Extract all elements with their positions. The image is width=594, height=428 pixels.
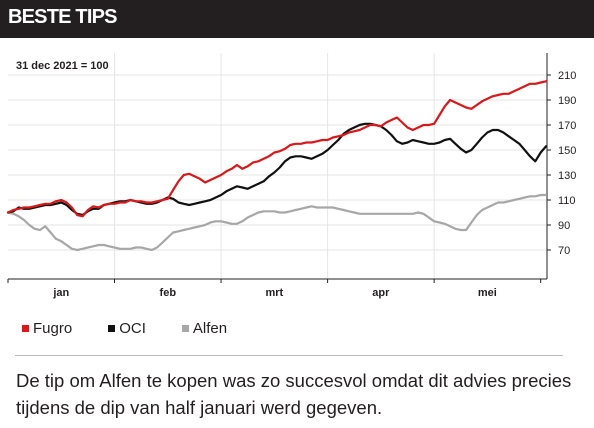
x-tick-mei: mei [478,287,497,299]
y-tick-labels: 70 90 110 130 150 170 190 210 [558,70,576,257]
article-caption: De tip om Alfen te kopen was zo succesvo… [16,370,572,418]
legend-swatch-oci [108,325,116,332]
y-tick-150: 150 [558,145,576,157]
series-lines [6,80,548,252]
legend-swatch-fugro [22,325,29,332]
y-tick-170: 170 [558,120,576,132]
x-tick-feb: feb [160,287,177,299]
series-line-fugro [6,80,548,218]
legend-label-alfen: Alfen [192,320,228,337]
caption-divider [15,355,563,356]
line-chart: 70 90 110 130 150 170 190 210 jan feb mrt apr mei 3… [6,53,576,299]
legend-item-alfen: Alfen [181,320,228,337]
x-tick-jan: jan [52,287,69,299]
y-tick-190: 190 [558,95,576,107]
x-tick-apr: apr [372,287,390,299]
y-tick-90: 90 [558,220,570,232]
legend-label-oci: OCI [119,320,146,337]
chart-legend: Fugro OCI Alfen [22,320,263,337]
x-tick-mrt: mrt [265,287,283,299]
y-tick-70: 70 [558,245,570,257]
y-tick-130: 130 [558,170,576,182]
chart-axes [7,53,551,283]
x-tick-labels: jan feb mrt apr mei [52,287,497,299]
series-line-alfen [6,193,548,252]
header-bar: BESTE TIPS [0,0,594,38]
header-title: BESTE TIPS [8,6,118,28]
y-tick-210: 210 [558,70,576,82]
legend-item-oci: OCI [108,320,146,337]
chart-note: 31 dec 2021 = 100 [16,60,109,72]
month-gridlines [114,53,435,279]
series-line-oci [6,122,548,217]
legend-swatch-alfen [181,325,189,332]
chart-grid [8,74,546,251]
y-tick-110: 110 [558,195,576,207]
legend-item-fugro: Fugro [22,320,72,337]
legend-label-fugro: Fugro [33,320,73,337]
